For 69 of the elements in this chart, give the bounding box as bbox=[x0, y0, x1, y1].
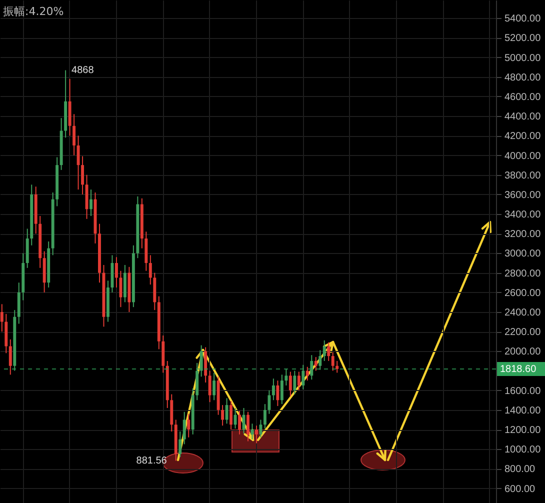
y-tick-label: 3400.00 bbox=[504, 210, 542, 221]
y-tick-label: 1200.00 bbox=[504, 425, 542, 436]
candlestick bbox=[318, 350, 322, 370]
candlestick bbox=[76, 135, 80, 190]
candlestick bbox=[314, 356, 318, 372]
candlestick bbox=[263, 404, 266, 430]
candlestick bbox=[8, 338, 12, 376]
candlestick bbox=[212, 372, 216, 401]
candlestick bbox=[293, 370, 296, 395]
annotation: 4868 bbox=[72, 65, 94, 76]
y-tick-label: 4400.00 bbox=[504, 112, 542, 123]
y-tick-label: 1000.00 bbox=[504, 444, 542, 456]
y-tick-label: 4600.00 bbox=[504, 92, 542, 103]
y-tick-label: 3600.00 bbox=[504, 190, 542, 201]
candlestick bbox=[322, 340, 326, 362]
y-tick-label: 4800.00 bbox=[504, 72, 542, 84]
candlestick bbox=[259, 419, 262, 438]
candlestick bbox=[238, 410, 241, 435]
candlestick bbox=[182, 411, 186, 445]
y-tick-label: 3200.00 bbox=[504, 229, 542, 240]
candlestick bbox=[200, 344, 203, 378]
candlestick bbox=[119, 270, 122, 308]
y-tick-label: 800.00 bbox=[504, 464, 536, 476]
y-tick-label: 2400.00 bbox=[504, 307, 542, 318]
annotation: 振幅:4.20% bbox=[3, 5, 64, 18]
y-tick-label: 4000.00 bbox=[504, 150, 542, 162]
candlestick bbox=[272, 378, 275, 401]
y-tick-label: 2800.00 bbox=[504, 268, 542, 280]
candlestick bbox=[327, 342, 330, 362]
candlestick bbox=[234, 407, 237, 430]
candlestick bbox=[284, 368, 288, 386]
candlestick bbox=[297, 371, 300, 391]
candlestick bbox=[255, 425, 258, 444]
candlestick bbox=[310, 354, 314, 380]
candlestick bbox=[331, 352, 334, 372]
y-tick-label: 3000.00 bbox=[504, 248, 542, 260]
y-tick-label: 1400.00 bbox=[504, 405, 542, 416]
candlestick bbox=[336, 360, 339, 374]
y-tick-label: 2600.00 bbox=[504, 288, 542, 299]
candlestick bbox=[72, 114, 76, 156]
candlestick bbox=[230, 400, 233, 430]
candlestick bbox=[178, 430, 182, 458]
y-tick-label: 2200.00 bbox=[504, 327, 542, 338]
candlestick bbox=[90, 189, 92, 216]
candlestick bbox=[225, 398, 228, 424]
ref-line-label: 1818.60 bbox=[500, 364, 537, 375]
candlestick bbox=[208, 370, 212, 403]
y-tick-label: 5200.00 bbox=[504, 33, 542, 44]
y-tick-label: 5400.00 bbox=[504, 14, 542, 25]
y-tick-label: 4200.00 bbox=[504, 131, 542, 142]
candlestick bbox=[246, 411, 250, 442]
candlestick bbox=[288, 371, 292, 397]
candlestick bbox=[280, 374, 284, 405]
y-tick-label: 600.00 bbox=[504, 484, 536, 495]
annotation: 881.56 bbox=[136, 456, 168, 467]
candlestick bbox=[114, 256, 118, 288]
candlestick bbox=[81, 156, 84, 195]
candlestick bbox=[306, 366, 309, 382]
candlestick bbox=[148, 254, 152, 286]
candlestick bbox=[0, 304, 4, 332]
y-tick-label: 2000.00 bbox=[504, 346, 542, 358]
candlestick bbox=[302, 364, 305, 390]
y-tick-label: 5000.00 bbox=[504, 52, 542, 64]
candlestick bbox=[187, 413, 190, 438]
candlestick bbox=[221, 404, 224, 426]
y-tick-label: 3800.00 bbox=[504, 170, 542, 182]
candlestick bbox=[276, 380, 280, 407]
y-tick-label: 1600.00 bbox=[504, 386, 542, 397]
candlestick bbox=[268, 390, 271, 414]
